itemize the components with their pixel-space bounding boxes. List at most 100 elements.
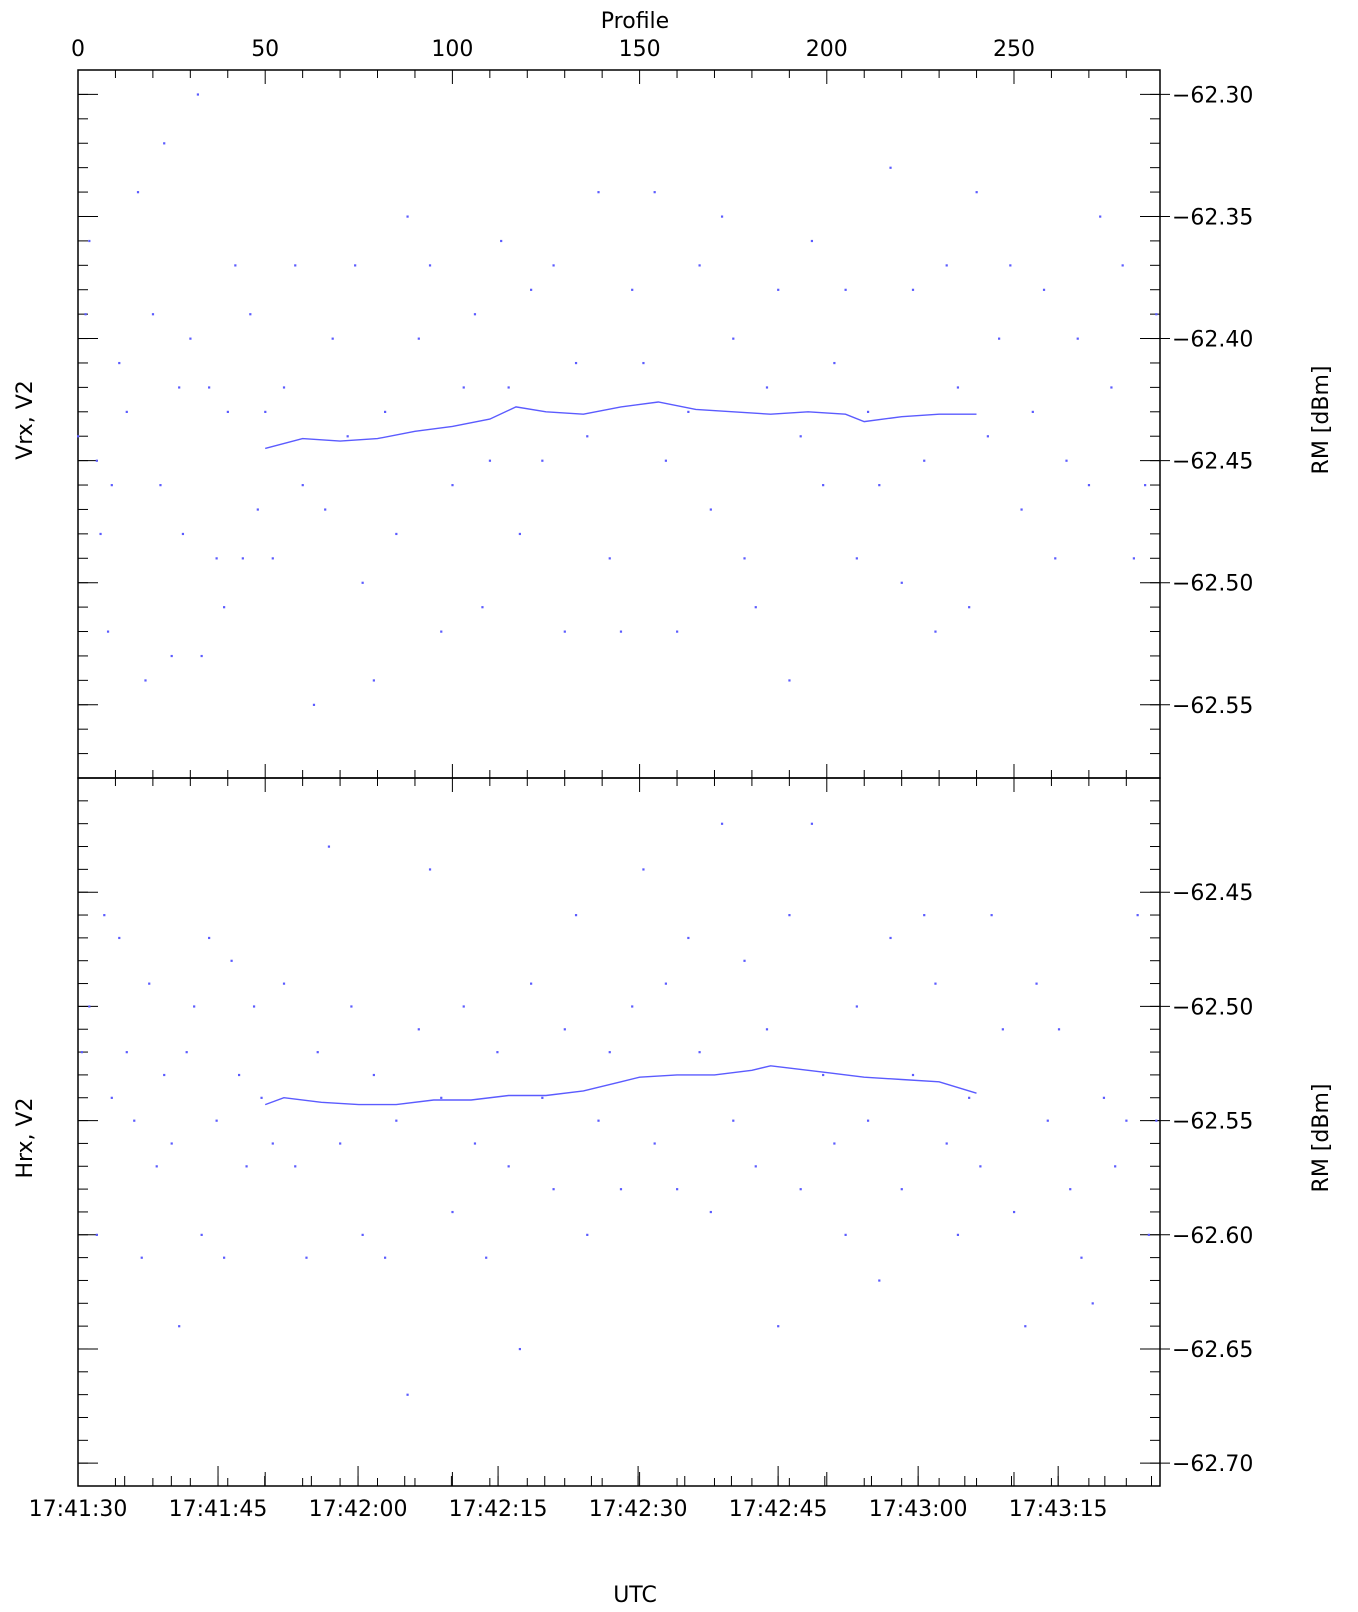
data-point [354,264,356,266]
data-point [272,1142,274,1144]
data-point [96,460,98,462]
x-axis-label: UTC [613,1583,657,1608]
y-tick-label: −62.45 [1172,450,1253,475]
data-point [418,338,420,340]
data-point [294,264,296,266]
data-point [362,582,364,584]
data-point [395,1120,397,1122]
data-point [710,1211,712,1213]
data-point [1148,1234,1150,1236]
data-point [788,914,790,916]
data-point [1058,1028,1060,1030]
data-point [743,557,745,559]
data-point [328,846,330,848]
data-point [451,484,453,486]
data-point [99,533,101,535]
data-point [811,240,813,242]
data-point [317,1051,319,1053]
data-point [833,362,835,364]
data-point [541,1097,543,1099]
bottom-panel: −62.45 −62.50 −62.55 −62.60 −62.65 −62.70 [78,778,1253,1486]
data-point [979,1165,981,1167]
data-point [878,1279,880,1281]
bottom-right-ylabel: RM [dBm] [1309,1084,1334,1193]
data-point [159,484,161,486]
data-point [1088,484,1090,486]
top-panel: −62.30 −62.35 −62.40 −62.45 −62.50 −62.55 [77,70,1253,778]
data-point [620,631,622,633]
data-point [231,960,233,962]
data-point [152,313,154,315]
data-point [867,1120,869,1122]
data-point [163,1074,165,1076]
data-point [260,1097,262,1099]
data-point [1125,1120,1127,1122]
plot-frame [78,778,1160,1486]
profile-tick-label: 0 [71,37,85,62]
data-point [84,313,86,315]
data-point [586,435,588,437]
y-tick-label: −62.60 [1172,1224,1253,1249]
y-tick-label: −62.35 [1172,205,1253,230]
data-point [339,1142,341,1144]
data-point [1103,1097,1105,1099]
utc-tick-label: 17:43:00 [869,1497,968,1522]
y-tick-label: −62.55 [1172,694,1253,719]
data-point [201,1234,203,1236]
data-point [384,411,386,413]
data-point [923,460,925,462]
utc-tick-label: 17:43:15 [1009,1497,1108,1522]
data-point [597,191,599,193]
data-point [474,313,476,315]
data-point [1155,313,1157,315]
data-point [238,1074,240,1076]
data-point [1155,1120,1157,1122]
data-point [654,191,656,193]
data-point [901,582,903,584]
data-point [800,1188,802,1190]
profile-tick-label: 200 [806,37,848,62]
data-point [991,914,993,916]
data-point [987,435,989,437]
data-point [912,289,914,291]
data-point [88,240,90,242]
data-point [1133,557,1135,559]
data-point [223,606,225,608]
data-point [406,1394,408,1396]
data-point [901,1188,903,1190]
running-mean-line [265,1066,976,1105]
data-point [481,606,483,608]
data-point [201,655,203,657]
data-point [178,1325,180,1327]
data-point [171,655,173,657]
data-point [845,1234,847,1236]
data-point [178,386,180,388]
data-point [530,983,532,985]
data-point [283,386,285,388]
data-point [373,1074,375,1076]
utc-tick-label: 17:42:45 [729,1497,828,1522]
data-point [1069,1188,1071,1190]
data-point [687,411,689,413]
data-point [777,1325,779,1327]
data-point [687,937,689,939]
data-point [118,937,120,939]
data-point [332,338,334,340]
data-point [508,1165,510,1167]
utc-tick-label: 17:42:00 [309,1497,408,1522]
data-point [654,1142,656,1144]
data-point [856,557,858,559]
data-point [216,557,218,559]
data-point [968,1097,970,1099]
data-point [564,631,566,633]
data-point [676,631,678,633]
utc-axis: 17:41:30 17:41:45 17:42:00 17:42:15 17:42:30… [29,1466,1152,1522]
data-point [1043,289,1045,291]
data-point [1137,914,1139,916]
data-point [283,983,285,985]
data-point [1092,1302,1094,1304]
data-point [1122,264,1124,266]
data-point [324,508,326,510]
data-point [208,937,210,939]
data-point [1013,1211,1015,1213]
